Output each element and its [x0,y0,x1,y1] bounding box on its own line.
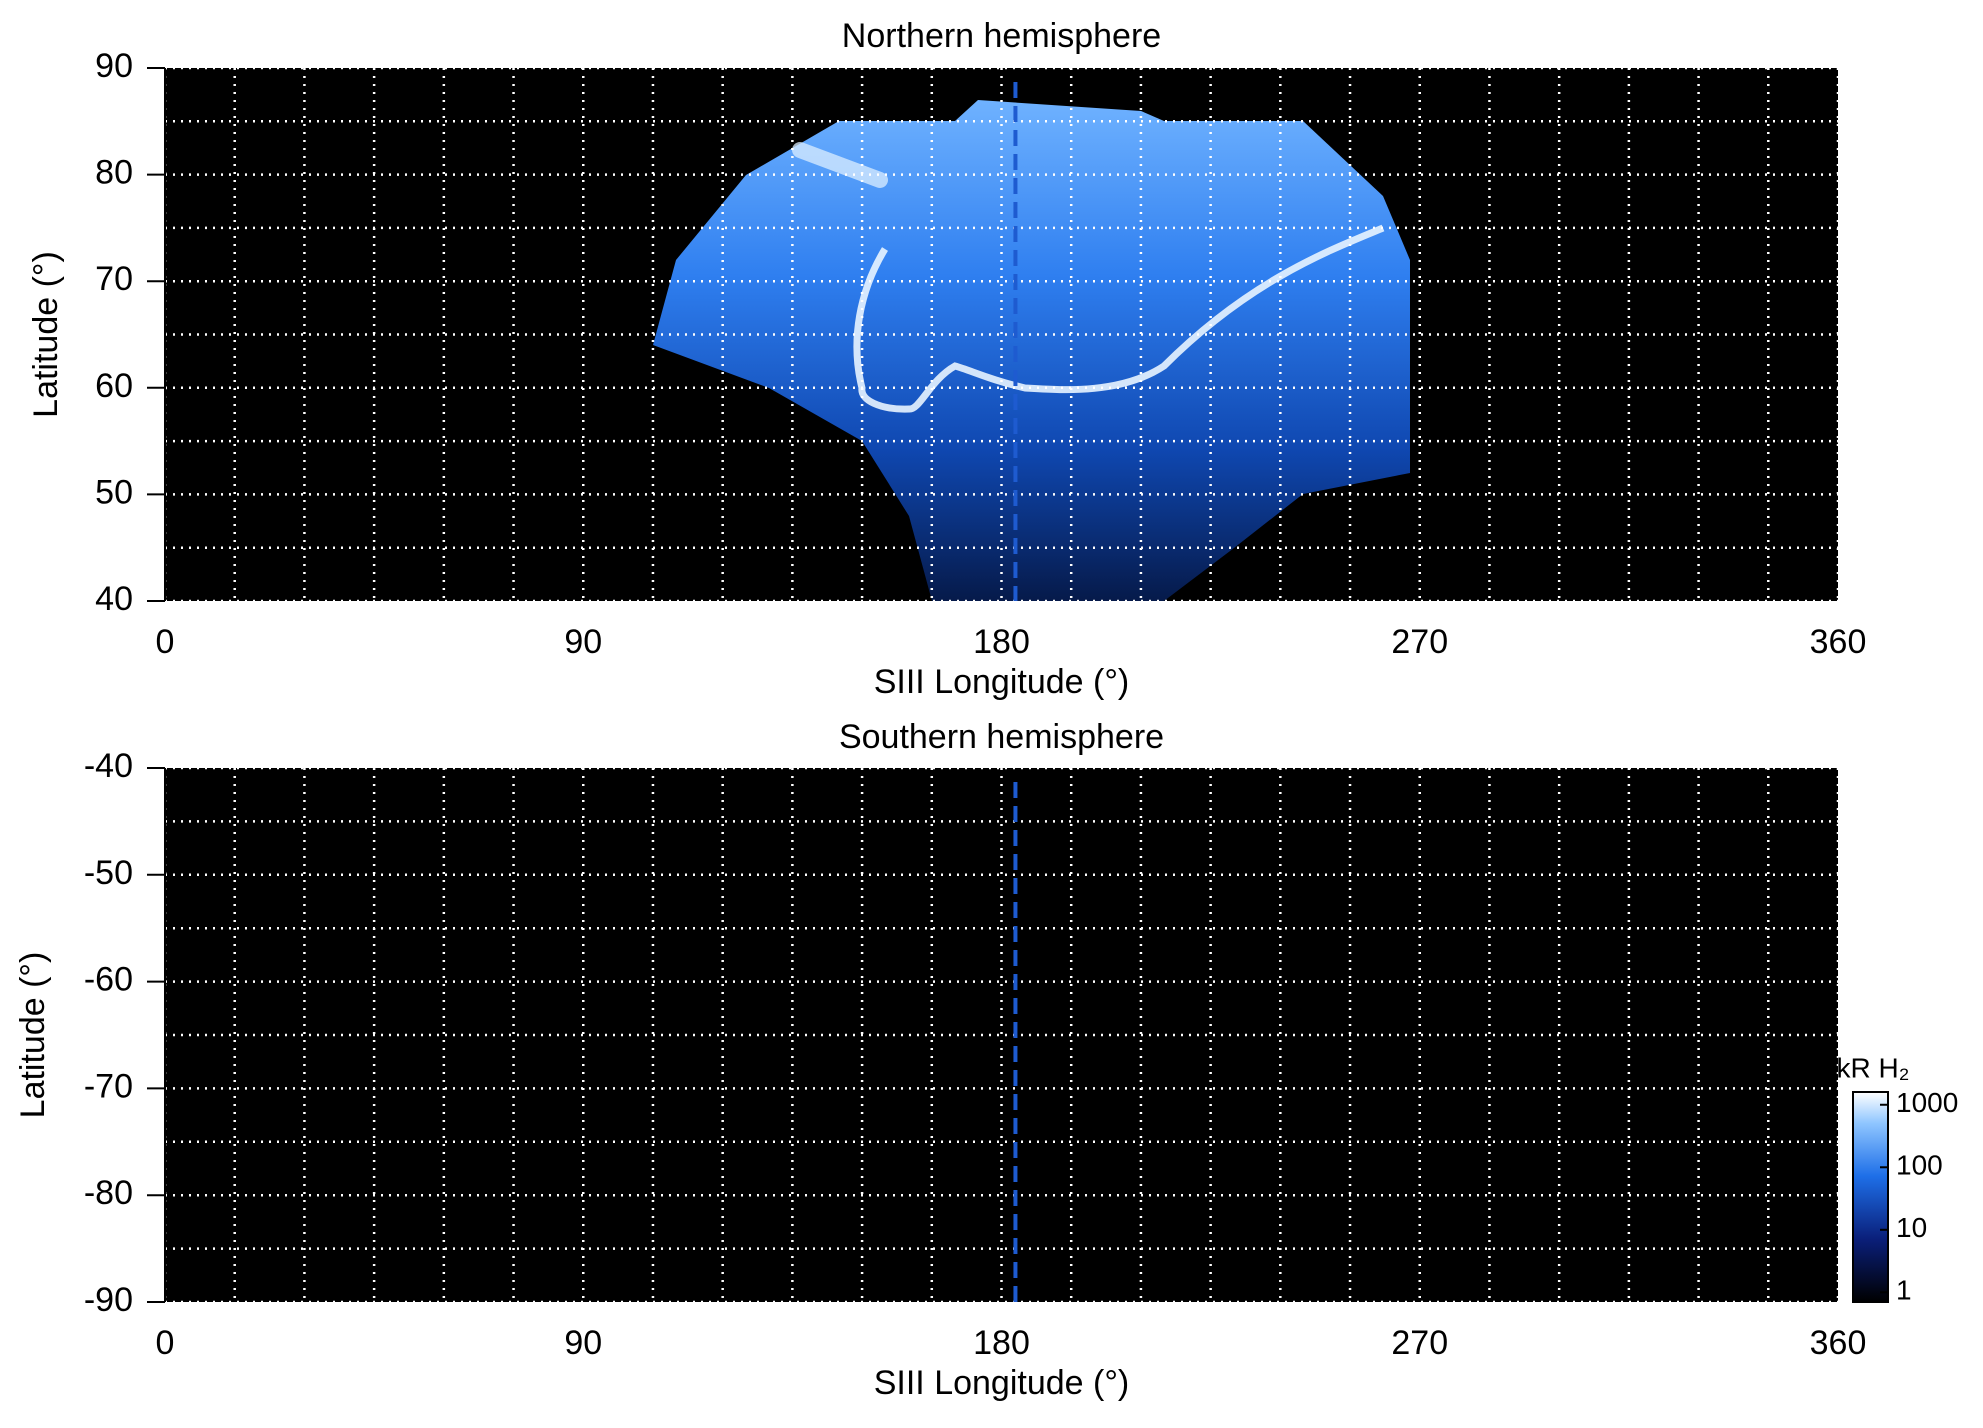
colorbar-tick-label: 10 [1896,1212,1927,1243]
y-tick-label: -50 [84,854,133,892]
chart-title: Southern hemisphere [839,718,1164,756]
x-tick-label: 180 [973,623,1030,661]
x-tick-label: 270 [1391,623,1448,661]
y-tick-label: 90 [95,47,133,85]
y-tick-label: -80 [84,1174,133,1212]
y-tick-label: 80 [95,154,133,192]
y-tick-label: -70 [84,1067,133,1105]
x-axis-label: SIII Longitude (°) [874,663,1130,701]
y-tick-label: -90 [84,1281,133,1319]
colorbar-tick-label: 1 [1896,1275,1912,1306]
y-tick-label: 70 [95,260,133,298]
chart-title: Northern hemisphere [842,17,1161,55]
y-tick-label: -40 [84,747,133,785]
panel-north: 40 50 60 70 80 90 0 90 180 270 360 Northern hemisph… [27,17,1866,701]
emission-map [653,100,1410,601]
x-tick-label: 0 [156,623,175,661]
colorbar-label: kR H₂ [1836,1052,1909,1083]
x-axis-label: SIII Longitude (°) [874,1364,1130,1402]
colorbar-tick-label: 1000 [1896,1087,1958,1118]
x-tick-label: 90 [564,1324,602,1362]
x-tick-label: 360 [1810,1324,1867,1362]
auroral-spot [792,142,888,188]
colorbar-tick-label: 100 [1896,1150,1943,1181]
x-tick-label: 270 [1391,1324,1448,1362]
auroral-oval [853,224,1385,413]
y-tick-label: 60 [95,367,133,405]
y-axis-label: Latitude (°) [27,251,65,418]
y-tick-label: 50 [95,473,133,511]
x-tick-label: 360 [1810,623,1867,661]
y-tick-label: 40 [95,580,133,618]
x-tick-label: 0 [156,1324,175,1362]
x-tick-label: 90 [564,623,602,661]
colorbar [1852,1091,1889,1303]
y-axis-label: Latitude (°) [14,952,52,1119]
y-tick-label: -60 [84,961,133,999]
panel-south: -40 -50 -60 -70 -80 -90 0 90 180 270 360 Southern h… [14,718,1958,1402]
x-tick-label: 180 [973,1324,1030,1362]
